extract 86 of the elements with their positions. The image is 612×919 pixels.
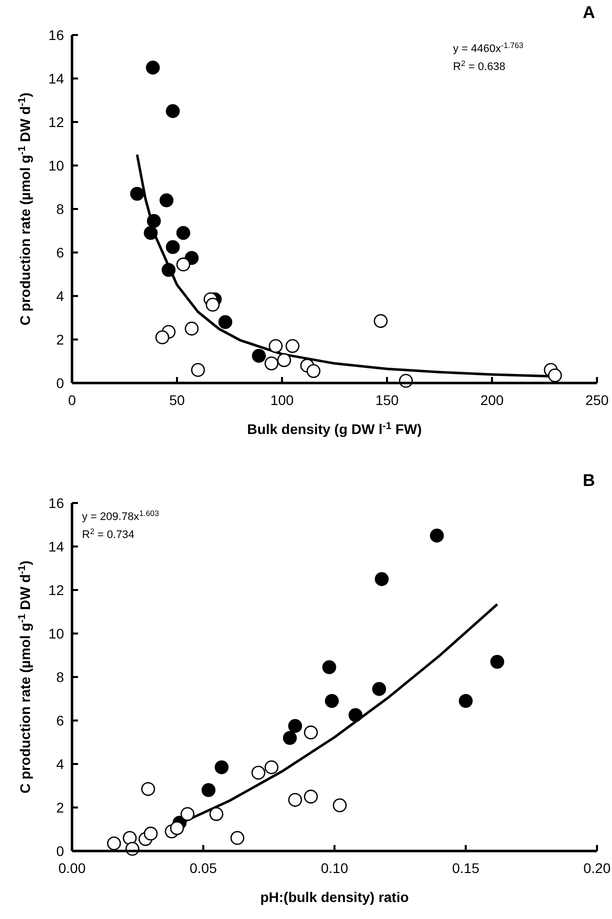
point xyxy=(268,339,283,353)
x-axis-title: pH:(bulk density) ratio xyxy=(260,889,409,905)
point xyxy=(209,807,224,821)
point xyxy=(264,356,278,370)
annotation: R$^{2}$ = 0.638 xyxy=(453,58,506,73)
point xyxy=(324,694,339,708)
y-tick-label: 6 xyxy=(56,712,64,728)
y-tick-label: 10 xyxy=(48,625,64,642)
y-tick-label: 16 xyxy=(48,26,64,43)
point xyxy=(282,730,297,745)
point xyxy=(288,718,302,733)
point xyxy=(162,262,176,277)
point xyxy=(458,694,473,708)
point xyxy=(202,783,216,798)
point xyxy=(322,660,336,674)
y-tick-label: 10 xyxy=(48,157,64,174)
point xyxy=(306,364,320,378)
y-tick-label: 4 xyxy=(56,288,64,304)
x-tick-label: 50 xyxy=(169,392,185,408)
point xyxy=(264,760,278,774)
point xyxy=(218,315,232,330)
point xyxy=(160,193,174,208)
x-tick-label: 0.15 xyxy=(452,860,480,876)
point xyxy=(374,314,388,328)
point xyxy=(288,792,302,807)
point xyxy=(155,330,170,344)
point xyxy=(430,528,444,543)
point xyxy=(166,104,180,118)
point xyxy=(122,831,137,845)
annotation: y = 209.78x$^{1.603}$ xyxy=(82,508,160,523)
point xyxy=(170,821,184,836)
point xyxy=(144,226,158,240)
x-tick-label: 100 xyxy=(270,392,294,408)
y-tick-label: 8 xyxy=(56,668,64,685)
point xyxy=(304,790,318,804)
point xyxy=(184,322,199,336)
point xyxy=(304,726,318,740)
x-tick-label: 0.20 xyxy=(583,860,611,876)
point xyxy=(130,186,144,201)
point xyxy=(214,760,229,774)
point xyxy=(166,240,180,254)
y-tick-label: 4 xyxy=(56,756,64,772)
text: A xyxy=(582,3,595,22)
y-tick-label: 8 xyxy=(56,200,64,217)
x-tick-label: 0.10 xyxy=(320,860,348,876)
x-tick-label: 250 xyxy=(585,392,609,408)
y-tick-label: 0 xyxy=(56,374,64,391)
point xyxy=(206,298,220,312)
annotation: y = 4460x$^{-1.763}$ xyxy=(453,40,524,55)
point xyxy=(372,682,386,696)
point xyxy=(332,798,347,812)
point xyxy=(146,214,161,228)
point xyxy=(176,226,190,240)
point xyxy=(191,363,205,377)
y-tick-label: 14 xyxy=(48,70,64,86)
point xyxy=(141,782,156,796)
point xyxy=(251,766,266,780)
point xyxy=(374,572,389,586)
point xyxy=(252,348,266,363)
point xyxy=(286,339,300,353)
x-tick-label: 200 xyxy=(480,392,504,408)
x-tick-label: 150 xyxy=(375,392,399,408)
annotation: R$^{2}$ = 0.734 xyxy=(82,526,134,541)
y-tick-label: 12 xyxy=(48,582,64,598)
x-tick-label: 0.05 xyxy=(190,860,218,876)
x-axis-title: Bulk density (g DW l$^{-1}$ FW) xyxy=(247,420,422,437)
point xyxy=(277,353,292,368)
text: B xyxy=(582,471,595,490)
point xyxy=(180,807,194,821)
x-tick-label: 0.00 xyxy=(58,860,86,876)
y-tick-label: 0 xyxy=(56,842,64,859)
y-tick-label: 14 xyxy=(48,538,64,554)
point xyxy=(230,831,244,845)
y-tick-label: 12 xyxy=(48,114,64,130)
point xyxy=(144,826,158,841)
y-tick-label: 16 xyxy=(48,494,64,511)
y-tick-label: 6 xyxy=(56,244,64,260)
point xyxy=(348,708,362,722)
point xyxy=(146,60,160,75)
y-tick-label: 2 xyxy=(56,331,64,348)
point xyxy=(107,836,121,850)
point xyxy=(176,258,190,272)
y-tick-label: 2 xyxy=(56,799,64,816)
point xyxy=(548,368,562,382)
x-tick-label: 0 xyxy=(68,392,76,408)
point xyxy=(490,654,504,669)
